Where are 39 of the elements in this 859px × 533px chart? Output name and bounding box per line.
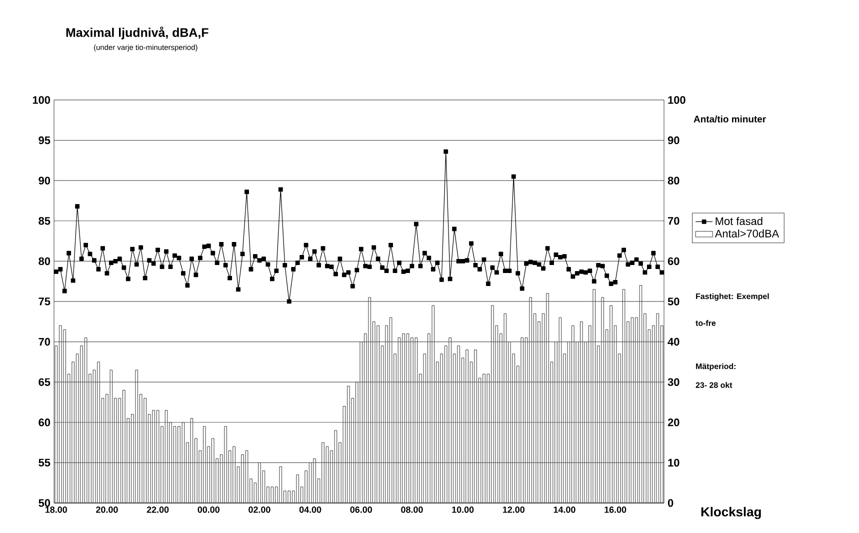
x-tick-label: 20.00 [96,506,118,513]
legend-label: Antal>70dBA [714,229,780,238]
y-tick-label: 70 [38,338,50,346]
x-axis-title: Klockslag [701,506,761,520]
x-tick-label: 10.00 [452,506,474,513]
x-tick-label: 00.00 [198,506,220,513]
y-tick-label: 60 [38,418,50,426]
y2-tick-label: 80 [668,176,680,184]
y2-tick-label: 100 [668,96,686,104]
chart-title: Maximal ljudnivå, dBA,F [66,26,208,40]
y-tick-label: 85 [38,217,50,225]
y-tick-label: 75 [38,298,50,306]
x-tick-label: 12.00 [502,506,524,513]
y2-tick-label: 0 [668,499,674,507]
legend-label: Mot fasad [716,217,762,226]
x-tick-label: 18.00 [45,506,67,513]
y-tick-label: 95 [38,136,50,144]
y2-axis-title: Anta/tio minuter [694,115,766,123]
y-tick-label: 65 [38,378,50,386]
x-tick-label: 04.00 [299,506,322,513]
x-tick-label: 22.00 [146,506,169,513]
y2-tick-label: 60 [668,257,680,266]
y2-tick-label: 50 [668,298,680,306]
y-tick-label: 80 [38,257,50,266]
x-tick-label: 06.00 [350,506,372,513]
x-tick-label: 14.00 [554,506,576,513]
y2-tick-label: 20 [668,418,680,426]
y-tick-label: 100 [32,96,50,104]
x-tick-label: 02.00 [248,506,270,513]
y-tick-label: 90 [38,176,50,184]
y2-tick-label: 10 [668,458,680,467]
y2-tick-label: 40 [668,338,680,346]
y2-tick-label: 70 [668,217,680,225]
x-tick-label: 16.00 [604,506,626,513]
y-tick-label: 55 [38,458,50,467]
x-tick-label: 08.00 [401,506,423,513]
y-tick-label: 50 [38,499,50,507]
y2-tick-label: 30 [668,378,680,386]
y2-tick-label: 90 [668,136,680,144]
